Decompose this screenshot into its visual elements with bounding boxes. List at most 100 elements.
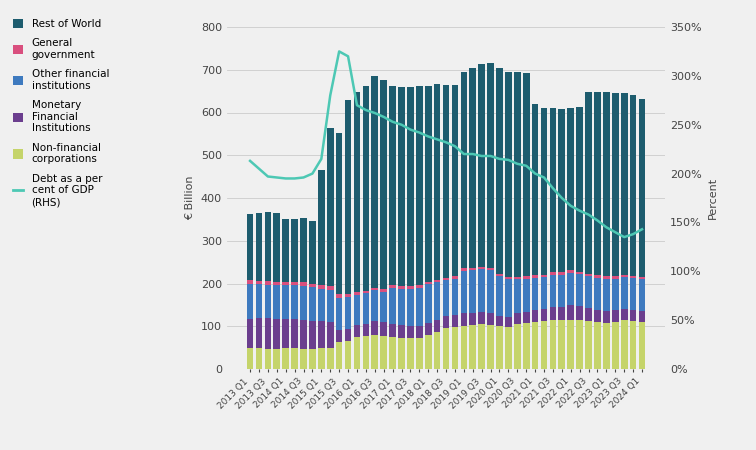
Bar <box>282 219 289 282</box>
Bar <box>265 281 271 285</box>
Bar <box>550 275 556 307</box>
Bar <box>246 214 253 280</box>
Bar <box>559 275 565 307</box>
Bar <box>505 277 512 279</box>
Bar <box>354 91 361 292</box>
Bar <box>327 128 333 287</box>
Bar <box>354 325 361 337</box>
Bar <box>380 292 387 322</box>
Bar <box>531 275 538 278</box>
Bar <box>380 289 387 292</box>
Bar <box>416 86 423 285</box>
Bar <box>630 279 637 310</box>
Bar <box>274 282 280 285</box>
Bar <box>274 213 280 282</box>
Bar <box>246 319 253 348</box>
Bar <box>425 323 432 335</box>
Bar <box>576 320 583 369</box>
Bar <box>523 323 529 369</box>
Bar <box>434 282 441 320</box>
Bar <box>380 80 387 289</box>
Bar <box>434 320 441 332</box>
Bar <box>336 297 342 330</box>
Bar <box>531 310 538 322</box>
Bar <box>256 280 262 284</box>
Bar <box>371 76 378 288</box>
Bar <box>585 92 592 274</box>
Bar <box>559 320 565 369</box>
Bar <box>274 319 280 349</box>
Bar <box>443 278 449 280</box>
Bar <box>256 213 262 280</box>
Bar <box>460 326 467 369</box>
Bar <box>389 86 396 285</box>
Bar <box>398 325 405 338</box>
Bar <box>389 288 396 324</box>
Bar <box>487 270 494 313</box>
Bar <box>443 85 449 278</box>
Bar <box>371 290 378 321</box>
Bar <box>594 322 601 369</box>
Bar <box>274 349 280 369</box>
Bar <box>603 279 610 311</box>
Bar <box>523 276 529 279</box>
Bar <box>363 293 369 324</box>
Bar <box>265 318 271 349</box>
Bar <box>451 85 458 276</box>
Bar <box>496 68 503 274</box>
Bar <box>345 294 352 297</box>
Bar <box>451 276 458 279</box>
Bar <box>585 276 592 308</box>
Bar <box>568 305 574 320</box>
Bar <box>282 320 289 348</box>
Bar <box>559 307 565 320</box>
Bar <box>363 336 369 369</box>
Bar <box>531 278 538 310</box>
Bar <box>550 307 556 320</box>
Bar <box>398 87 405 286</box>
Bar <box>318 321 324 348</box>
Bar <box>469 270 476 313</box>
Bar <box>514 72 521 277</box>
Bar <box>327 290 333 322</box>
Bar <box>479 267 485 270</box>
Bar <box>371 335 378 369</box>
Bar <box>594 92 601 275</box>
Bar <box>318 170 324 285</box>
Bar <box>407 288 414 326</box>
Bar <box>389 337 396 369</box>
Bar <box>496 274 503 276</box>
Bar <box>345 297 352 329</box>
Bar <box>630 95 637 276</box>
Bar <box>398 286 405 288</box>
Bar <box>460 313 467 326</box>
Bar <box>354 295 361 325</box>
Bar <box>416 338 423 369</box>
Bar <box>425 282 432 284</box>
Y-axis label: Percent: Percent <box>708 177 717 219</box>
Bar <box>460 268 467 271</box>
Bar <box>434 332 441 369</box>
Bar <box>479 270 485 312</box>
Bar <box>487 63 494 268</box>
Bar <box>291 320 298 348</box>
Bar <box>550 272 556 275</box>
Bar <box>541 309 547 321</box>
Bar <box>496 326 503 369</box>
Bar <box>371 288 378 290</box>
Bar <box>505 279 512 317</box>
Bar <box>425 335 432 369</box>
Bar <box>246 280 253 284</box>
Bar <box>256 348 262 369</box>
Bar <box>568 108 574 270</box>
Bar <box>327 287 333 290</box>
Bar <box>559 272 565 275</box>
Bar <box>407 326 414 338</box>
Bar <box>256 284 262 318</box>
Bar <box>246 284 253 319</box>
Legend: Rest of World, General
government, Other financial
institutions, Monetary
Financ: Rest of World, General government, Other… <box>13 19 109 207</box>
Bar <box>496 315 503 326</box>
Bar <box>559 109 565 272</box>
Bar <box>300 320 307 349</box>
Bar <box>354 337 361 369</box>
